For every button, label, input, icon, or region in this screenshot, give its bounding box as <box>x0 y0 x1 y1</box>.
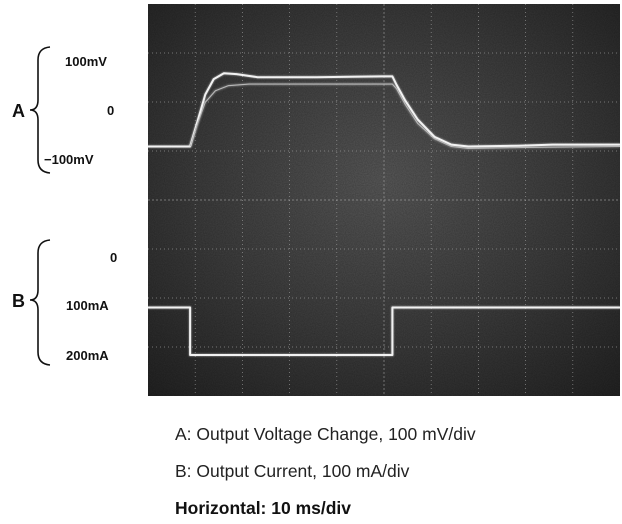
caption-horizontal: Horizontal: 10 ms/div <box>175 498 352 518</box>
channel-a-brace <box>29 46 51 174</box>
channel-b-labels: B 0 100mA 200mA <box>12 239 117 366</box>
channel-a-labels: A 100mV 0 −100mV <box>12 46 114 174</box>
channel-a-tick-label: −100mV <box>44 152 94 167</box>
oscilloscope-chart: A 100mV 0 −100mV B 0 100mA 200mA <box>12 4 621 396</box>
channel-a-tick-label: 100mV <box>65 54 107 69</box>
channel-b-tick-label: 100mA <box>66 298 109 313</box>
caption-voltage: A: Output Voltage Change, 100 mV/div <box>175 424 476 444</box>
channel-a-tick-label: 0 <box>107 103 114 118</box>
trace-b-series-0 <box>148 306 620 356</box>
traces <box>148 71 621 357</box>
graticule <box>148 4 620 396</box>
channel-b-name: B <box>12 291 25 311</box>
caption-current: B: Output Current, 100 mA/div <box>175 461 410 481</box>
channel-b-brace <box>29 239 51 366</box>
channel-b-tick-label: 0 <box>110 250 117 265</box>
trace-a-series-0 <box>148 72 620 148</box>
channel-a-name: A <box>12 101 25 121</box>
channel-b-tick-label: 200mA <box>66 348 109 363</box>
trace-a-series-1 <box>189 83 621 149</box>
